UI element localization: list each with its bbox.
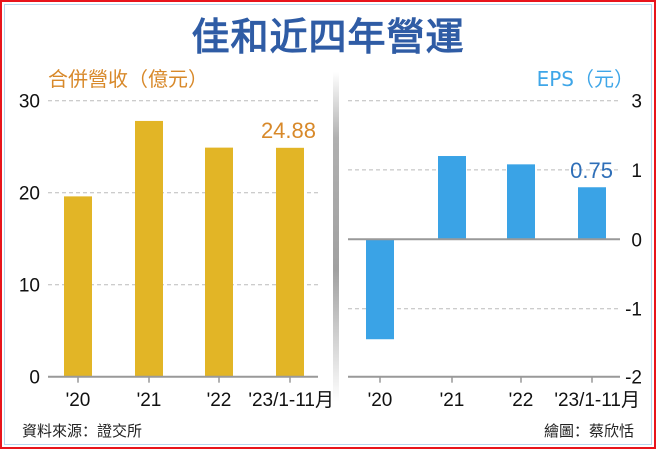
chart-panel: [4, 4, 652, 445]
x-tick-label: '20: [66, 390, 91, 411]
revenue-bar: [135, 120, 163, 377]
y-tick-label: -1: [625, 300, 642, 321]
credit-note: 繪圖：蔡欣恬: [543, 422, 634, 440]
chart-divider: [333, 72, 339, 402]
source-note: 資料來源：證交所: [22, 422, 143, 440]
revenue-bar: [205, 147, 233, 377]
y-tick-label: 0: [631, 230, 642, 251]
eps-value-label: 0.75: [570, 158, 613, 183]
y-tick-label: 10: [19, 276, 40, 297]
x-tick-label: '23/1-11月: [248, 390, 334, 411]
eps-bar: [366, 239, 394, 340]
y-tick-label: -2: [625, 368, 642, 389]
x-tick-label: '21: [440, 390, 465, 411]
revenue-bar: [276, 147, 304, 377]
y-tick-label: 30: [19, 92, 40, 113]
revenue-value-label: 24.88: [261, 118, 316, 143]
eps-bar: [578, 187, 606, 240]
page-title: 佳和近四年營運: [191, 15, 465, 59]
revenue-bar: [64, 196, 92, 377]
x-tick-label: '20: [368, 390, 393, 411]
y-tick-label: 1: [631, 161, 642, 182]
eps-bar: [438, 156, 466, 240]
x-tick-label: '23/1-11月: [554, 390, 640, 411]
y-tick-label: 3: [631, 92, 642, 113]
eps-chart-title: EPS（元）: [536, 67, 634, 91]
eps-bar: [507, 164, 535, 240]
x-tick-label: '22: [207, 390, 232, 411]
y-tick-label: 20: [19, 184, 40, 205]
x-tick-label: '21: [137, 390, 162, 411]
revenue-chart-title: 合併營收（億元）: [48, 67, 208, 91]
x-tick-label: '22: [509, 390, 534, 411]
y-tick-label: 0: [29, 368, 40, 389]
